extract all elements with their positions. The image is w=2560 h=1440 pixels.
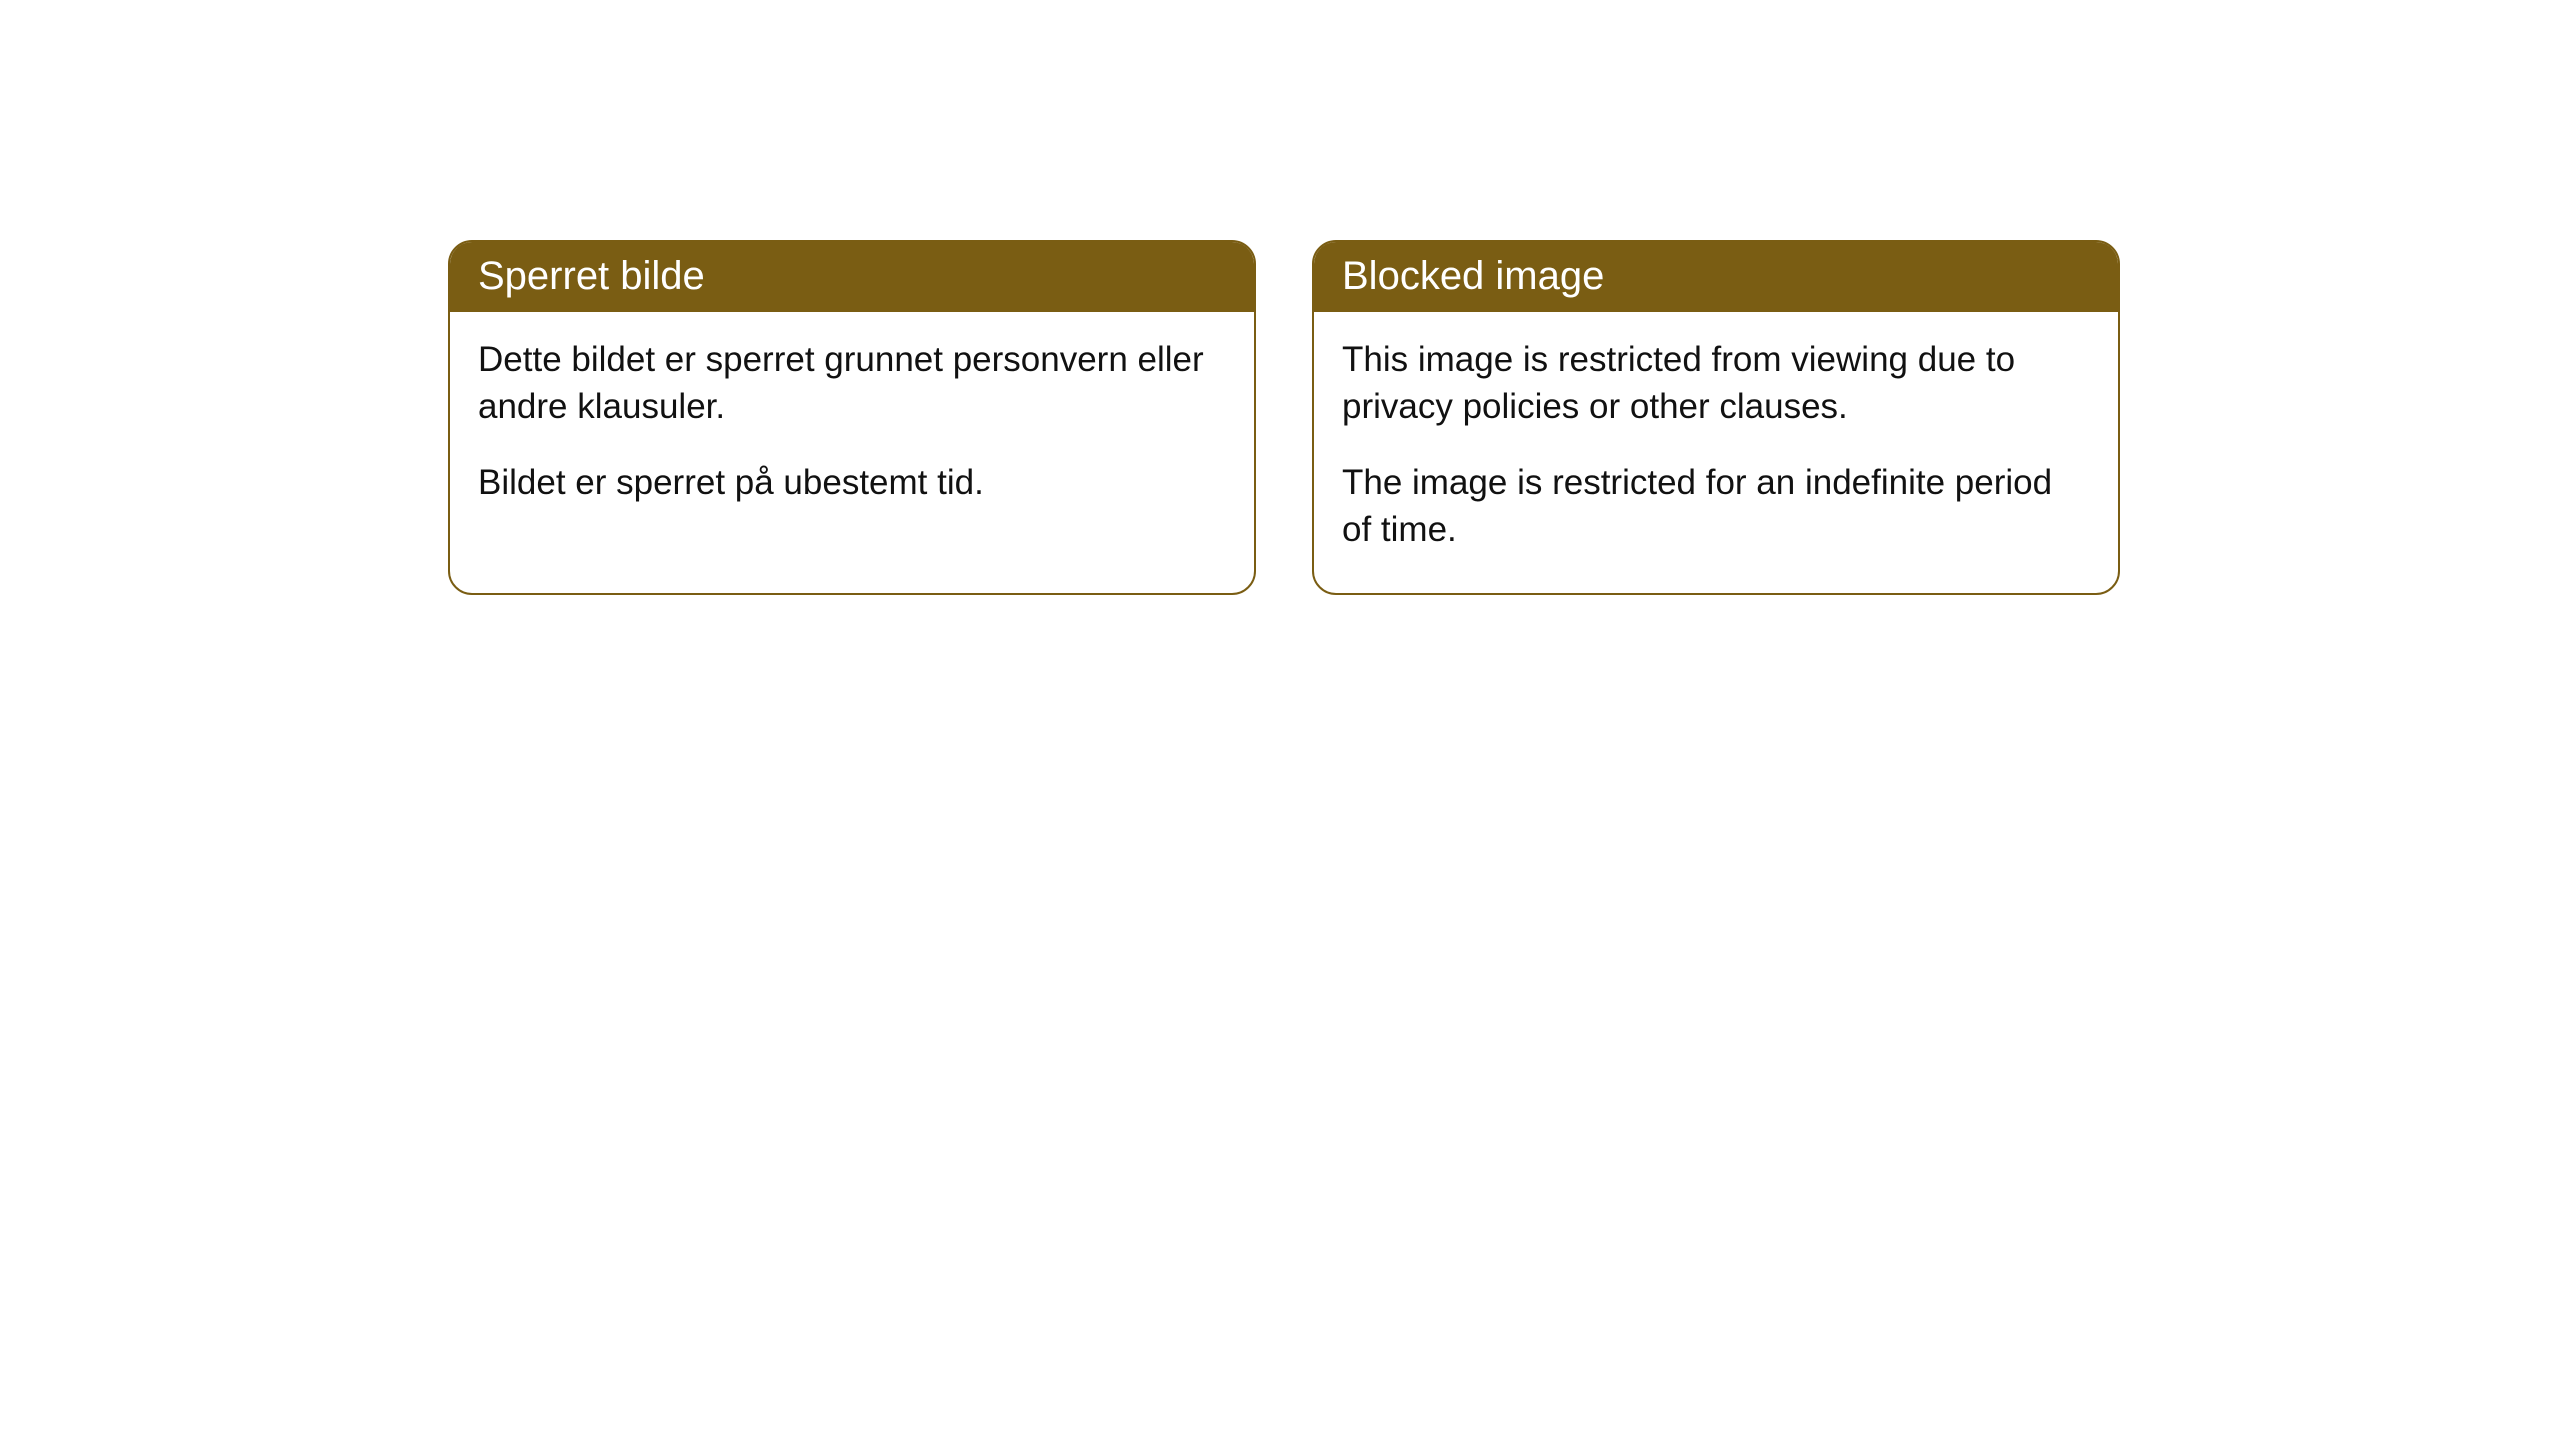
- card-body: This image is restricted from viewing du…: [1314, 312, 2118, 593]
- blocked-image-card-en: Blocked image This image is restricted f…: [1312, 240, 2120, 595]
- cards-container: Sperret bilde Dette bildet er sperret gr…: [0, 0, 2560, 595]
- card-body: Dette bildet er sperret grunnet personve…: [450, 312, 1254, 546]
- card-title: Sperret bilde: [450, 242, 1254, 312]
- card-title: Blocked image: [1314, 242, 2118, 312]
- blocked-image-card-no: Sperret bilde Dette bildet er sperret gr…: [448, 240, 1256, 595]
- card-paragraph: Dette bildet er sperret grunnet personve…: [478, 336, 1226, 431]
- card-paragraph: Bildet er sperret på ubestemt tid.: [478, 459, 1226, 506]
- card-paragraph: This image is restricted from viewing du…: [1342, 336, 2090, 431]
- card-paragraph: The image is restricted for an indefinit…: [1342, 459, 2090, 554]
